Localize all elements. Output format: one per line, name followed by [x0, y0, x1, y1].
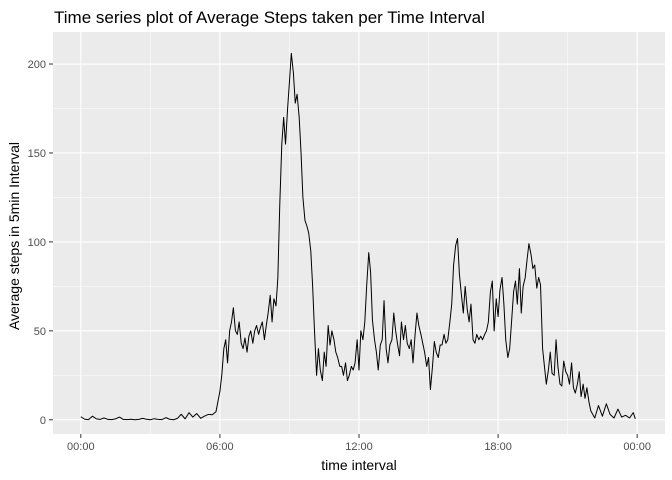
chart-title: Time series plot of Average Steps taken …: [54, 8, 485, 27]
grid-lines: [53, 32, 665, 434]
series-line: [80, 52, 636, 421]
x-tick-label: 06:00: [206, 441, 234, 453]
y-tick-label: 0: [40, 415, 46, 427]
y-tick-label: 100: [28, 237, 46, 249]
y-tick-label: 50: [34, 326, 46, 338]
y-tick-label: 150: [28, 148, 46, 160]
y-axis: 0 50 100 150 200: [28, 59, 53, 427]
x-tick-label: 12:00: [345, 441, 373, 453]
x-tick-label: 00:00: [67, 441, 95, 453]
x-axis-title: time interval: [321, 457, 396, 473]
y-axis-title: Average steps in 5min Interval: [6, 142, 22, 330]
y-tick-label: 200: [28, 59, 46, 71]
x-axis: 00:00 06:00 12:00 18:00 00:00: [67, 434, 651, 453]
x-tick-label: 00:00: [623, 441, 651, 453]
x-tick-label: 18:00: [484, 441, 512, 453]
